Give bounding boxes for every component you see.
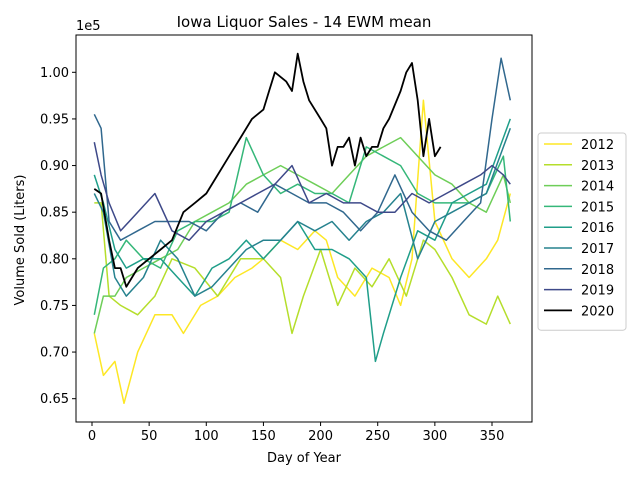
series-line-2020: [93, 52, 442, 288]
series-line-2016: [93, 118, 512, 363]
x-tick-label: 100: [194, 429, 219, 444]
legend-label-2020: 2020: [581, 304, 614, 319]
x-tick-label: 350: [480, 429, 505, 444]
plot-frame: [75, 34, 533, 423]
legend-label-2015: 2015: [581, 200, 614, 215]
x-tick-label: 0: [88, 429, 96, 444]
x-axis: 0 50 100 150 200 250 300 350: [88, 422, 505, 444]
legend-label-2013: 2013: [581, 159, 614, 174]
x-tick-label: 250: [365, 429, 390, 444]
x-tick-label: 300: [422, 429, 447, 444]
legend-label-2012: 2012: [581, 138, 614, 153]
y-offset-text: 1e5: [76, 19, 101, 34]
legend-label-2019: 2019: [581, 284, 614, 299]
y-tick-label: 0.90: [40, 159, 69, 174]
x-axis-label: Day of Year: [267, 451, 342, 466]
plot-lines: [93, 52, 512, 405]
series-line-2017: [93, 128, 512, 297]
series-line-2018: [93, 57, 512, 241]
y-tick-label: 0.65: [40, 392, 69, 407]
x-tick-label: 200: [308, 429, 333, 444]
legend-box: [537, 132, 627, 331]
legend-label-2018: 2018: [581, 263, 614, 278]
y-tick-label: 0.75: [40, 299, 69, 314]
y-tick-label: 1.00: [40, 66, 69, 81]
series-line-2013: [94, 202, 511, 335]
y-axis-label: Volume Sold (Liters): [13, 175, 28, 306]
y-tick-label: 0.95: [40, 112, 69, 127]
legend-label-2014: 2014: [581, 180, 614, 195]
series-line-2012: [93, 99, 512, 405]
legend-label-2017: 2017: [581, 242, 614, 257]
legend-label-2016: 2016: [581, 221, 614, 236]
chart-title: Iowa Liquor Sales - 14 EWM mean: [177, 13, 432, 31]
y-tick-label: 0.80: [40, 252, 69, 267]
x-tick-label: 50: [141, 429, 158, 444]
series-line-2014: [93, 136, 512, 334]
y-axis: 0.65 0.70 0.75 0.80 0.85 0.90 0.95 1.00: [40, 66, 76, 407]
legend: 2012 2013 2014 2015 2016 2017 2018 2019 2020: [537, 132, 627, 331]
y-tick-label: 0.85: [40, 206, 69, 221]
series-line-2015: [93, 136, 512, 315]
series-line-2019: [93, 142, 511, 241]
y-tick-label: 0.70: [40, 346, 69, 361]
x-tick-label: 150: [251, 429, 276, 444]
